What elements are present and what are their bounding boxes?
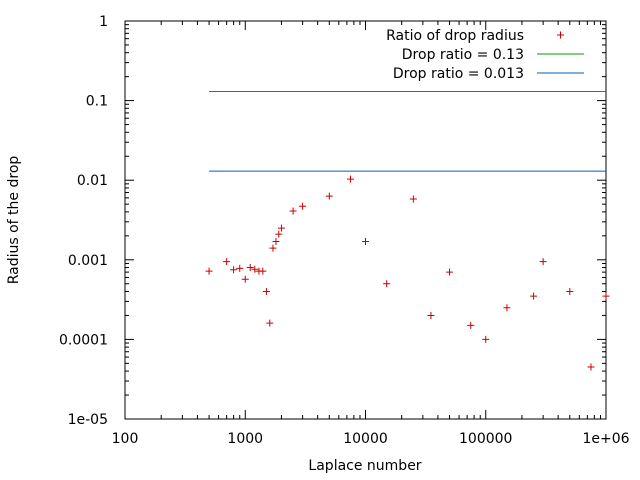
data-point bbox=[346, 175, 354, 183]
data-point bbox=[362, 237, 369, 245]
x-tick-label: 10000 bbox=[343, 431, 388, 447]
data-point bbox=[251, 265, 259, 273]
data-point bbox=[241, 275, 249, 283]
legend-label: Drop ratio = 0.013 bbox=[393, 66, 524, 82]
data-point bbox=[236, 264, 244, 272]
data-point bbox=[230, 266, 238, 274]
plot-frame bbox=[124, 20, 607, 420]
data-point bbox=[299, 202, 307, 210]
x-tick-label: 100 bbox=[112, 431, 139, 447]
data-point bbox=[446, 268, 454, 276]
data-point bbox=[602, 292, 610, 300]
data-point bbox=[427, 311, 435, 319]
x-tick-label: 1e+06 bbox=[582, 431, 629, 447]
data-point bbox=[566, 287, 574, 295]
data-point bbox=[482, 335, 490, 343]
y-axis-label: Radius of the drop bbox=[6, 156, 22, 285]
plot-border bbox=[124, 20, 607, 420]
legend-label: Drop ratio = 0.13 bbox=[402, 47, 524, 63]
data-point bbox=[272, 237, 280, 245]
data-point bbox=[289, 207, 297, 215]
x-tick-label: 1000 bbox=[227, 431, 263, 447]
data-point bbox=[467, 321, 475, 329]
y-axis: 1 0.1 0.01 0.001 0.0001 1e-05 bbox=[59, 14, 606, 428]
data-point bbox=[259, 267, 267, 275]
legend-swatch bbox=[557, 31, 564, 39]
reference-lines bbox=[209, 91, 606, 172]
data-point bbox=[262, 287, 270, 295]
data-points bbox=[205, 175, 610, 371]
data-point bbox=[223, 258, 231, 266]
data-point bbox=[205, 267, 213, 275]
data-point bbox=[539, 258, 547, 266]
x-axis-label: Laplace number bbox=[308, 458, 421, 474]
data-point bbox=[530, 292, 538, 300]
data-point bbox=[266, 319, 274, 327]
data-point bbox=[587, 363, 595, 371]
data-point bbox=[269, 244, 277, 252]
data-point bbox=[246, 264, 254, 272]
legend-label: Ratio of drop radius bbox=[386, 28, 524, 44]
y-tick-label: 1e-05 bbox=[68, 412, 108, 428]
data-point bbox=[383, 280, 391, 288]
y-tick-label: 0.1 bbox=[86, 94, 108, 110]
y-tick-label: 0.001 bbox=[68, 253, 108, 269]
y-tick-label: 1 bbox=[99, 14, 108, 30]
x-tick-label: 100000 bbox=[459, 431, 512, 447]
data-point bbox=[503, 304, 511, 312]
y-tick-label: 0.01 bbox=[77, 173, 108, 189]
data-point bbox=[277, 224, 285, 232]
data-point bbox=[409, 195, 417, 203]
y-tick-label: 0.0001 bbox=[59, 332, 108, 348]
legend: Ratio of drop radius Drop ratio = 0.13 Dro… bbox=[386, 28, 584, 82]
data-point bbox=[275, 230, 283, 238]
data-point bbox=[325, 192, 333, 200]
x-axis: 100 1000 10000 100000 1e+06 bbox=[112, 21, 630, 447]
